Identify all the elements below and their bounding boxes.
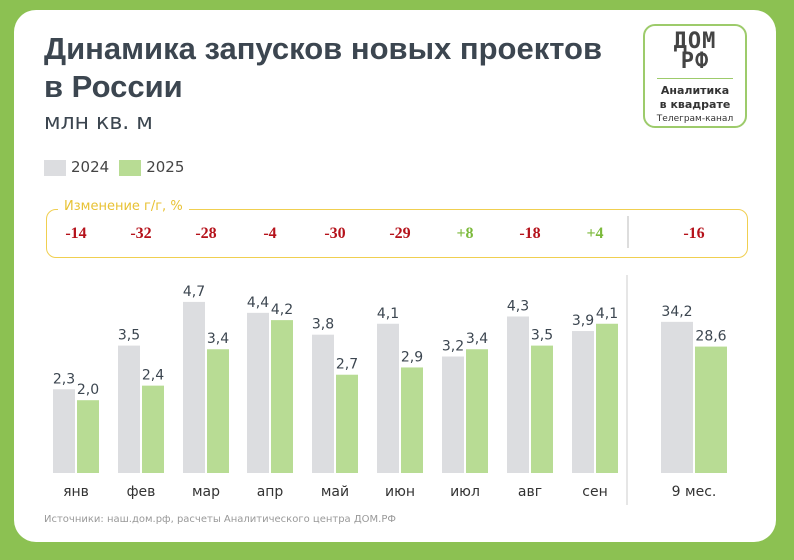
data-label: 28,6 [695,329,726,345]
bar-2024 [247,312,269,473]
logo-line3: Телеграм-канал [656,114,734,124]
data-label: 3,9 [572,313,594,329]
change-label: Изменение г/г, % [58,199,189,214]
category-label: апр [257,484,284,500]
logo-divider [657,78,733,79]
bar-2025 [271,320,293,473]
change-value: -29 [389,225,411,242]
change-value: -16 [683,225,705,242]
data-label: 2,0 [77,382,99,398]
bar-2025 [695,346,727,473]
data-label: 34,2 [661,304,692,320]
change-value: -28 [195,225,217,242]
data-label: 3,2 [442,339,464,355]
chart-subtitle: млн кв. м [44,110,153,135]
change-box [46,209,748,258]
category-label: 9 мес. [672,484,717,500]
bar-2024 [312,334,334,473]
bar-2025 [466,349,488,473]
bar-2024 [53,389,75,473]
bar-2025 [531,345,553,473]
bar-2024 [118,345,140,473]
category-label: июн [385,484,415,500]
bar-2024 [442,356,464,473]
logo-line2: в квадрате [659,98,731,111]
bar-2025 [596,323,618,473]
category-label: авг [518,484,542,500]
logo-mark: ДОМ РФ [673,29,717,74]
data-label: 4,1 [377,306,399,322]
data-label: 3,4 [466,331,488,347]
data-label: 4,2 [271,302,293,318]
bar-2024 [377,323,399,473]
data-label: 3,5 [118,328,140,344]
bar-2024 [183,301,205,473]
bar-2025 [142,385,164,473]
data-label: 3,8 [312,317,334,333]
change-value: +8 [456,225,474,242]
bar-2025 [336,374,358,473]
category-label: май [321,484,349,500]
data-label: 3,5 [531,328,553,344]
legend-item-2024: 2024 [44,158,109,176]
data-label: 4,1 [596,306,618,322]
legend: 2024 2025 [44,158,184,176]
category-label: мар [192,484,220,500]
category-label: сен [582,484,607,500]
logo-line1: Аналитика [660,84,730,97]
change-value: +4 [586,225,604,242]
bar-2024 [507,316,529,473]
change-value: -4 [263,225,277,242]
bar-2024 [661,321,693,473]
category-label: июл [450,484,480,500]
change-value: -32 [130,225,152,242]
bar-2025 [77,400,99,473]
category-label: фев [127,484,156,500]
data-label: 3,4 [207,331,229,347]
data-label: 4,4 [247,295,269,311]
data-label: 4,7 [183,284,205,300]
bar-2025 [401,367,423,473]
legend-item-2025: 2025 [119,158,184,176]
data-label: 4,3 [507,298,529,314]
bar-2025 [207,349,229,473]
data-label: 2,9 [401,349,423,365]
change-value: -14 [65,225,87,242]
category-label: янв [63,484,89,500]
chart-title: Динамика запусков новых проектов в Росси… [44,31,603,104]
change-value: -30 [324,225,346,242]
data-label: 2,3 [53,371,75,387]
bar-2024 [572,331,594,473]
logo: ДОМ РФ Аналитика в квадрате Телеграм-кан… [643,24,747,128]
source-note: Источники: наш.дом.рф, расчеты Аналитиче… [44,514,396,525]
data-label: 2,4 [142,368,164,384]
data-label: 2,7 [336,357,358,373]
change-value: -18 [519,225,541,242]
